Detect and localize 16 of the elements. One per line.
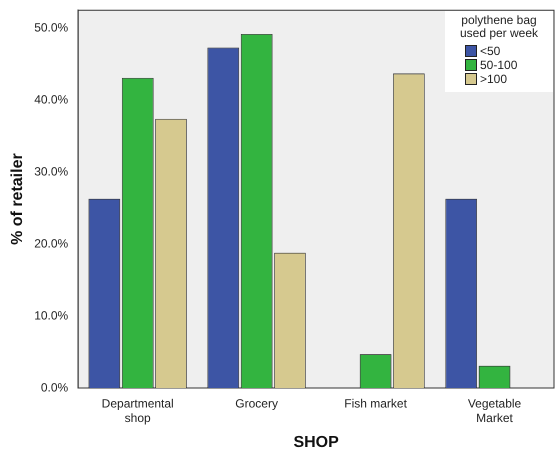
legend-label: <50 [480, 44, 500, 58]
y-axis-title: % of retailer [9, 153, 26, 245]
y-tick-label: 0.0% [40, 380, 69, 394]
x-tick-label: Grocery [235, 396, 278, 411]
y-tick-label: 50.0% [34, 20, 69, 35]
y-tick-label: 40.0% [34, 92, 69, 106]
x-tick-label: Departmental shop [102, 396, 174, 425]
y-tick-label: 30.0% [34, 164, 69, 178]
x-axis-title: SHOP [293, 434, 340, 451]
y-tick-label: 20.0% [34, 236, 69, 250]
legend-title: polythene bag used per week [458, 13, 540, 40]
x-tick-label: Vegetable Market [468, 396, 522, 425]
legend-label: >100 [480, 72, 508, 86]
y-tick-label: 10.0% [34, 308, 69, 322]
legend-label: 50-100 [480, 58, 518, 72]
x-tick-label: Fish market [344, 396, 408, 411]
